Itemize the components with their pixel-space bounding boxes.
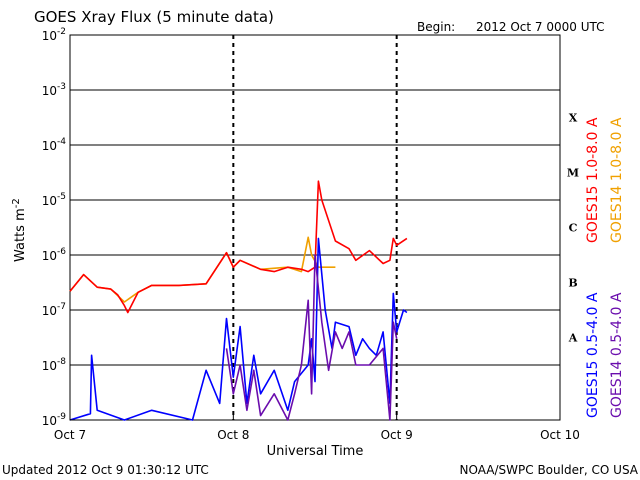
flare-class-label: B (568, 277, 577, 290)
series-line (69, 180, 408, 314)
y-tick-label: 10-4 (42, 137, 67, 153)
updated-timestamp: Updated 2012 Oct 9 01:30:12 UTC (2, 463, 209, 477)
y-axis-label: Watts m-2 (11, 198, 28, 262)
y-tick-label: 10-7 (42, 302, 66, 318)
x-axis-label: Universal Time (267, 444, 364, 459)
legend: GOES15 1.0-8.0 A GOES14 1.0-8.0 A GOES15 0… (585, 117, 625, 418)
x-tick-label: Oct 9 (381, 428, 413, 442)
flare-class-label: C (569, 222, 578, 235)
day-separators (232, 35, 398, 420)
chart-title: GOES Xray Flux (5 minute data) (34, 8, 274, 26)
legend-entry: GOES14 1.0-8.0 A (609, 117, 625, 243)
y-tick-label: 10-3 (42, 82, 66, 98)
y-tick-labels: 10-9 10-8 10-7 10-6 10-5 10-4 10-3 10-2 (42, 27, 76, 428)
x-tick-label: Oct 7 (54, 428, 86, 442)
x-tick-label: Oct 10 (540, 428, 580, 442)
y-tick-label: 10-6 (42, 247, 67, 263)
gridlines (70, 89, 560, 366)
y-tick-label: 10-9 (42, 412, 67, 428)
flare-class-labels: A B C M X (567, 112, 579, 345)
x-tick-label: Oct 8 (217, 428, 249, 442)
begin-label: Begin: (417, 20, 455, 34)
flare-class-label: A (568, 332, 578, 345)
y-tick-label: 10-2 (42, 27, 66, 43)
legend-entry: GOES15 0.5-4.0 A (585, 292, 601, 418)
credit-text: NOAA/SWPC Boulder, CO USA (460, 463, 639, 477)
series-layer (69, 180, 408, 421)
flare-class-label: M (567, 167, 579, 180)
x-tick-labels: Oct 7 Oct 8 Oct 9 Oct 10 (54, 414, 580, 442)
series-line (225, 254, 398, 421)
begin-value: 2012 Oct 7 0000 UTC (476, 20, 605, 34)
series-line (69, 237, 408, 421)
y-tick-label: 10-5 (42, 192, 66, 208)
legend-entry: GOES15 1.0-8.0 A (585, 117, 601, 243)
legend-entry: GOES14 0.5-4.0 A (609, 292, 625, 418)
flare-class-label: X (569, 112, 578, 125)
y-tick-label: 10-8 (42, 357, 67, 373)
